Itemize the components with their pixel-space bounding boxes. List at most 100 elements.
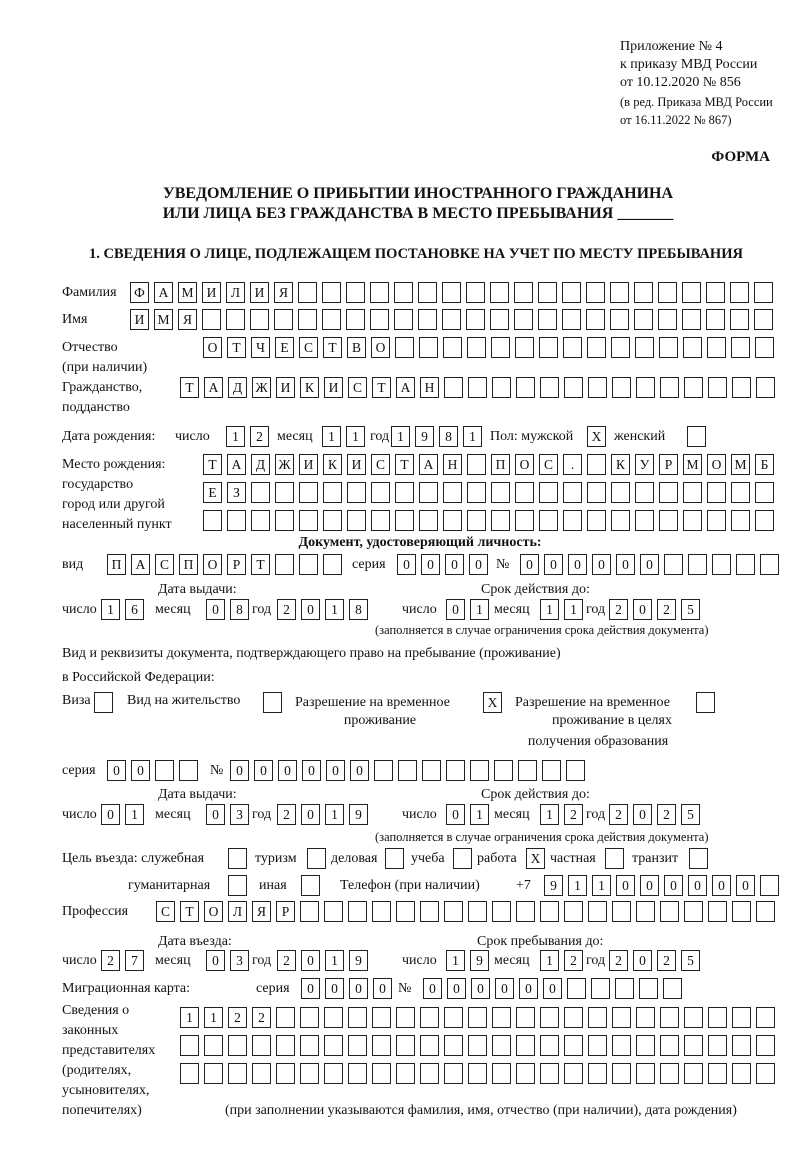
char-cell[interactable]: 0: [421, 554, 440, 575]
char-cell[interactable]: А: [204, 377, 223, 398]
char-cell[interactable]: [611, 510, 630, 531]
char-cell[interactable]: [708, 1063, 727, 1084]
char-cell[interactable]: [490, 309, 509, 330]
char-cell[interactable]: 3: [230, 950, 249, 971]
char-cell[interactable]: Л: [228, 901, 247, 922]
char-cell[interactable]: [300, 1007, 319, 1028]
char-cell[interactable]: [564, 1007, 583, 1028]
char-cell[interactable]: [324, 901, 343, 922]
checkbox-cell[interactable]: [228, 848, 247, 869]
char-cell[interactable]: [563, 337, 582, 358]
char-cell[interactable]: [276, 1035, 295, 1056]
checkbox-cell[interactable]: [453, 848, 472, 869]
char-cell[interactable]: 0: [302, 760, 321, 781]
char-cell[interactable]: [539, 482, 558, 503]
char-cell[interactable]: [682, 309, 701, 330]
char-cell[interactable]: М: [683, 454, 702, 475]
char-cell[interactable]: Я: [178, 309, 197, 330]
char-cell[interactable]: [659, 510, 678, 531]
char-cell[interactable]: [755, 510, 774, 531]
char-cell[interactable]: Б: [755, 454, 774, 475]
char-cell[interactable]: К: [300, 377, 319, 398]
char-cell[interactable]: [251, 482, 270, 503]
char-cell[interactable]: О: [203, 554, 222, 575]
char-cell[interactable]: [540, 901, 559, 922]
char-cell[interactable]: 0: [469, 554, 488, 575]
char-cell[interactable]: 1: [101, 599, 120, 620]
char-cell[interactable]: 1: [325, 950, 344, 971]
char-cell[interactable]: 1: [568, 875, 587, 896]
char-cell[interactable]: [684, 1035, 703, 1056]
char-cell[interactable]: 0: [568, 554, 587, 575]
char-cell[interactable]: 0: [101, 804, 120, 825]
char-cell[interactable]: [587, 510, 606, 531]
char-cell[interactable]: [754, 309, 773, 330]
char-cell[interactable]: 1: [470, 804, 489, 825]
char-cell[interactable]: [756, 377, 775, 398]
char-cell[interactable]: [516, 1035, 535, 1056]
char-cell[interactable]: [276, 1007, 295, 1028]
char-cell[interactable]: О: [707, 454, 726, 475]
char-cell[interactable]: 2: [609, 950, 628, 971]
char-cell[interactable]: 1: [463, 426, 482, 447]
char-cell[interactable]: [538, 282, 557, 303]
char-cell[interactable]: [396, 1007, 415, 1028]
char-cell[interactable]: 1: [540, 804, 559, 825]
char-cell[interactable]: [274, 309, 293, 330]
char-cell[interactable]: [443, 482, 462, 503]
char-cell[interactable]: М: [154, 309, 173, 330]
char-cell[interactable]: [731, 482, 750, 503]
char-cell[interactable]: У: [635, 454, 654, 475]
char-cell[interactable]: 0: [543, 978, 562, 999]
char-cell[interactable]: [707, 510, 726, 531]
char-cell[interactable]: [760, 875, 779, 896]
char-cell[interactable]: [228, 1063, 247, 1084]
char-cell[interactable]: И: [347, 454, 366, 475]
char-cell[interactable]: 0: [633, 804, 652, 825]
char-cell[interactable]: 0: [519, 978, 538, 999]
char-cell[interactable]: [660, 1035, 679, 1056]
char-cell[interactable]: [372, 1063, 391, 1084]
char-cell[interactable]: [396, 901, 415, 922]
char-cell[interactable]: 0: [301, 599, 320, 620]
char-cell[interactable]: [299, 554, 318, 575]
char-cell[interactable]: Т: [180, 377, 199, 398]
char-cell[interactable]: [516, 377, 535, 398]
char-cell[interactable]: [444, 1035, 463, 1056]
char-cell[interactable]: [636, 1035, 655, 1056]
char-cell[interactable]: 1: [470, 599, 489, 620]
char-cell[interactable]: 5: [681, 804, 700, 825]
char-cell[interactable]: [371, 510, 390, 531]
char-cell[interactable]: 0: [616, 875, 635, 896]
char-cell[interactable]: 2: [277, 599, 296, 620]
char-cell[interactable]: [564, 1035, 583, 1056]
char-cell[interactable]: 8: [230, 599, 249, 620]
char-cell[interactable]: [587, 454, 606, 475]
char-cell[interactable]: 8: [439, 426, 458, 447]
checkbox-cell[interactable]: [605, 848, 624, 869]
char-cell[interactable]: 0: [373, 978, 392, 999]
char-cell[interactable]: 2: [252, 1007, 271, 1028]
char-cell[interactable]: [588, 1035, 607, 1056]
char-cell[interactable]: [588, 1063, 607, 1084]
char-cell[interactable]: [539, 510, 558, 531]
char-cell[interactable]: [515, 510, 534, 531]
char-cell[interactable]: [468, 377, 487, 398]
checkbox-cell[interactable]: [689, 848, 708, 869]
char-cell[interactable]: 1: [204, 1007, 223, 1028]
char-cell[interactable]: [591, 978, 610, 999]
char-cell[interactable]: [615, 978, 634, 999]
char-cell[interactable]: 6: [125, 599, 144, 620]
char-cell[interactable]: [443, 337, 462, 358]
char-cell[interactable]: [204, 1035, 223, 1056]
char-cell[interactable]: Т: [180, 901, 199, 922]
char-cell[interactable]: [202, 309, 221, 330]
char-cell[interactable]: О: [371, 337, 390, 358]
char-cell[interactable]: 1: [540, 599, 559, 620]
char-cell[interactable]: 8: [349, 599, 368, 620]
char-cell[interactable]: [664, 554, 683, 575]
char-cell[interactable]: 1: [391, 426, 410, 447]
char-cell[interactable]: К: [323, 454, 342, 475]
char-cell[interactable]: [611, 337, 630, 358]
char-cell[interactable]: [444, 377, 463, 398]
